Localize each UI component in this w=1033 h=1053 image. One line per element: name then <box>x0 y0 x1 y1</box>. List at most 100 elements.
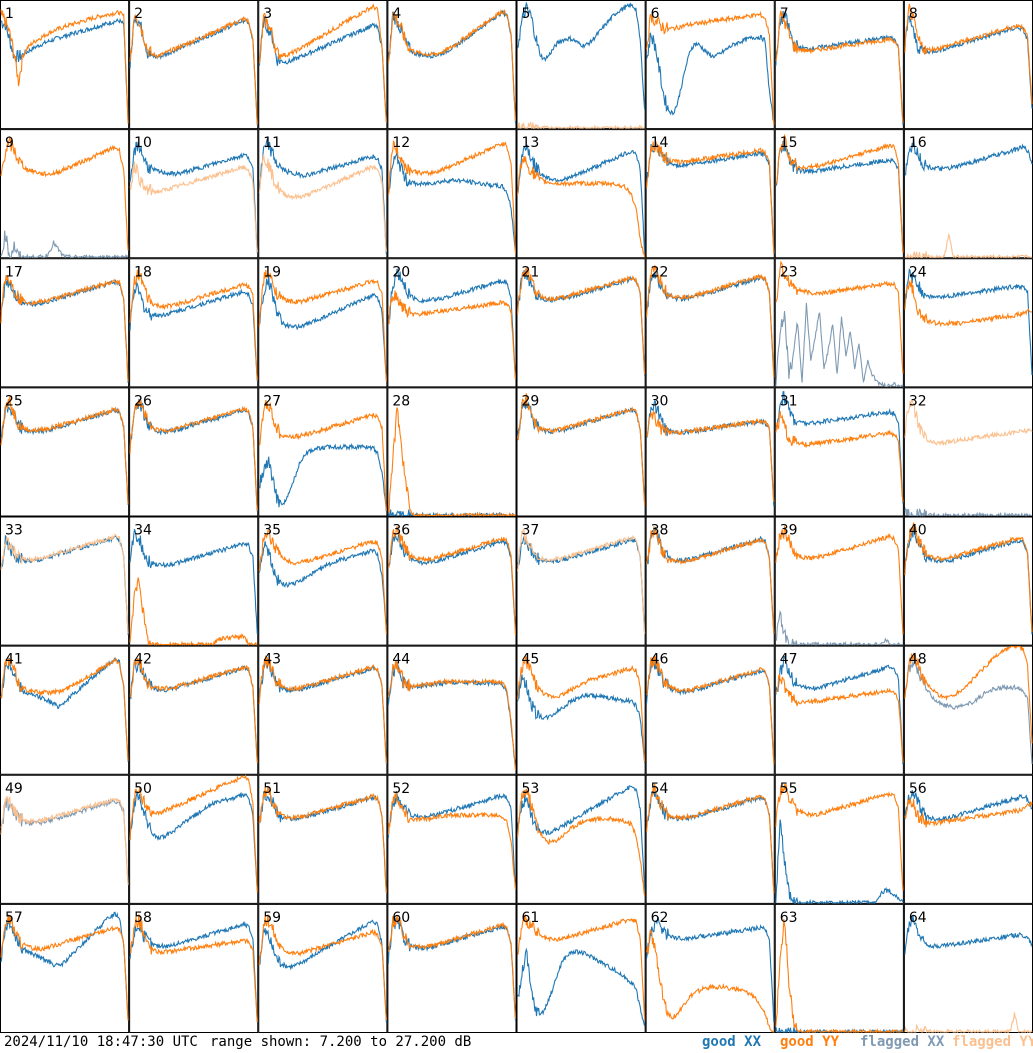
series-xx-line <box>646 143 775 254</box>
panel-46: 46 <box>645 645 775 775</box>
panel-label: 8 <box>909 6 918 22</box>
panel-frame <box>774 387 904 517</box>
panel-39: 39 <box>774 516 904 647</box>
series-yy-line <box>388 290 517 380</box>
series-xx-line <box>904 138 1033 176</box>
panel-7: 7 <box>774 0 904 130</box>
panel-12: 12 <box>387 129 517 259</box>
timestamp-label: 2024/11/10 18:47:30 UTC <box>4 1034 198 1050</box>
panel-label: 26 <box>134 393 152 409</box>
series-yy-line <box>129 399 258 511</box>
series-yy-line <box>904 399 1033 447</box>
series-yy-line <box>775 919 904 1033</box>
panel-label: 2 <box>134 6 143 22</box>
panel-frame <box>516 387 646 517</box>
panel-62: 62 <box>645 903 775 1033</box>
panel-label: 12 <box>392 135 410 151</box>
legend-flagged-yy: flagged YY <box>952 1034 1033 1050</box>
series-xx-line <box>129 791 258 890</box>
panel-51: 51 <box>258 774 388 904</box>
panel-label: 42 <box>134 652 152 668</box>
series-xx-line <box>387 790 517 890</box>
series-xx-line <box>517 1 646 110</box>
footer-bar: 2024/11/10 18:47:30 UTC range shown: 7.2… <box>0 1033 1033 1053</box>
panel-label: 45 <box>522 652 540 668</box>
series-yy-line <box>129 269 258 381</box>
series-yy-line <box>0 533 129 634</box>
panel-19: 19 <box>258 258 388 388</box>
series-xx-line <box>387 268 517 380</box>
series-yy-line <box>387 407 516 517</box>
panel-21: 21 <box>516 258 646 388</box>
panel-label: 41 <box>5 652 23 668</box>
panel-37: 37 <box>516 516 646 646</box>
panel-label: 5 <box>522 6 531 22</box>
series-xx-line <box>129 281 258 382</box>
panel-55: 55 <box>774 774 904 905</box>
series-xx-line <box>258 919 387 1023</box>
panel-label: 63 <box>780 910 798 926</box>
panel-label: 24 <box>909 264 927 280</box>
panel-53: 53 <box>516 774 646 904</box>
series-xx-line <box>516 674 646 763</box>
panel-13: 13 <box>516 129 646 259</box>
panel-label: 29 <box>522 393 540 409</box>
series-yy-line <box>904 798 1033 828</box>
panel-frame <box>645 387 775 517</box>
panel-label: 56 <box>909 781 927 797</box>
panel-36: 36 <box>387 516 517 646</box>
panel-14: 14 <box>645 129 775 259</box>
series-xx-line <box>646 790 775 890</box>
panel-label: 37 <box>522 523 540 539</box>
series-yy-line <box>129 774 258 893</box>
panel-label: 7 <box>780 6 789 22</box>
panel-6: 6 <box>645 0 775 130</box>
panel-label: 18 <box>134 264 152 280</box>
panel-frame <box>129 258 259 388</box>
panel-22: 22 <box>645 258 775 388</box>
series-xx-line <box>904 914 1033 955</box>
series-xx-line <box>904 661 1033 765</box>
series-yy-line <box>646 410 775 502</box>
series-yy-line <box>904 279 1033 328</box>
panel-frame <box>258 258 388 388</box>
panel-frame <box>774 903 904 1033</box>
panel-20: 20 <box>387 258 517 388</box>
panel-label: 48 <box>909 652 927 668</box>
panel-27: 27 <box>258 387 388 517</box>
panel-56: 56 <box>903 774 1033 904</box>
panel-label: 52 <box>392 781 410 797</box>
panel-43: 43 <box>258 645 388 775</box>
series-xx-line <box>775 819 904 905</box>
panel-frame <box>645 645 775 775</box>
series-xx-line <box>646 659 775 763</box>
panel-63: 63 <box>774 903 904 1033</box>
panel-frame <box>516 903 646 1033</box>
panel-frame <box>258 129 388 259</box>
panel-frame <box>0 258 130 388</box>
panel-label: 3 <box>263 6 272 22</box>
panel-frame <box>774 774 904 904</box>
series-xx-line <box>516 144 646 254</box>
series-xx-line <box>258 15 387 122</box>
panel-frame <box>387 645 517 775</box>
panel-frame <box>516 0 646 130</box>
series-yy-line <box>904 3 1033 105</box>
panel-47: 47 <box>774 645 904 775</box>
series-xx-line <box>258 442 387 512</box>
panel-15: 15 <box>774 129 904 259</box>
series-yy-line <box>516 156 646 258</box>
panel-label: 59 <box>263 910 281 926</box>
panel-11: 11 <box>258 129 388 259</box>
series-yy-line <box>129 161 258 253</box>
series-yy-line <box>646 141 775 254</box>
panel-2: 2 <box>129 0 259 130</box>
series-yy-line <box>387 915 517 1019</box>
series-yy-line <box>258 154 387 252</box>
panel-29: 29 <box>516 387 646 517</box>
panel-frame <box>774 0 904 130</box>
panel-26: 26 <box>129 387 259 517</box>
panel-label: 17 <box>5 264 23 280</box>
panel-frame <box>903 387 1033 517</box>
panel-23: 23 <box>774 258 904 388</box>
